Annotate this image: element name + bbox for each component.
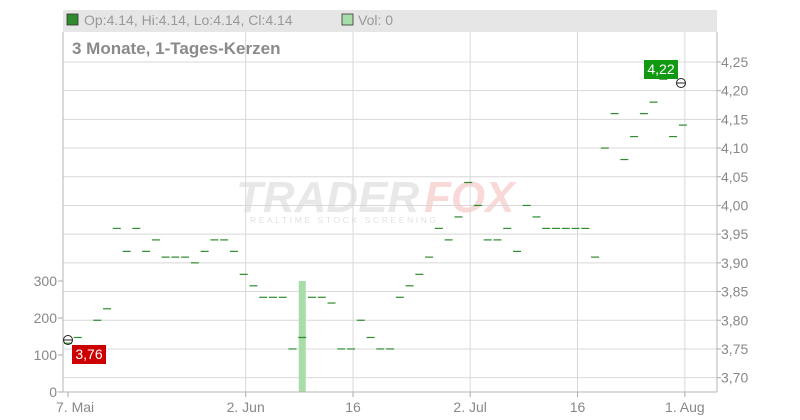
x-tick-label: 2. Jul (453, 399, 486, 415)
low-label: 3,76 (75, 346, 102, 362)
volume-axis: 300 200 100 0 (34, 32, 64, 400)
header-bar (63, 10, 717, 32)
price-tick-label: 3,80 (721, 312, 748, 328)
low-badge (72, 345, 106, 364)
price-tick-label: 3,70 (721, 370, 748, 386)
price-tick-label: 4,05 (721, 169, 748, 185)
price-tick-label: 4,25 (721, 54, 748, 70)
price-tick-label: 4,00 (721, 197, 748, 213)
price-tick-label: 4,20 (721, 83, 748, 99)
volume-legend-swatch (341, 13, 354, 26)
volume-bar (298, 281, 306, 392)
volume-bars (298, 281, 306, 392)
ohlc-legend-swatch (66, 13, 79, 26)
volume-legend-text: Vol: 0 (358, 12, 393, 28)
x-tick-label: 16 (570, 399, 586, 415)
price-axis: 4,25 4,20 4,15 4,10 4,05 4,00 3,95 3,90 3,85 3,80… (716, 32, 748, 392)
price-tick-label: 3,75 (721, 341, 748, 357)
volume-tick-label: 0 (49, 384, 57, 400)
x-axis: 7. Mai 2. Jun 16 2. Jul 16 1. Aug (56, 392, 705, 415)
price-candles (64, 78, 687, 350)
price-tick-label: 4,10 (721, 140, 748, 156)
x-tick-label: 2. Jun (227, 399, 265, 415)
high-marker: 4,22 (644, 60, 686, 88)
price-tick-label: 3,90 (721, 255, 748, 271)
x-tick-label: 16 (345, 399, 361, 415)
chart-subtitle: 3 Monate, 1-Tages-Kerzen (72, 39, 280, 58)
low-circle (63, 335, 73, 345)
volume-tick-label: 200 (34, 310, 58, 326)
high-badge (644, 60, 678, 79)
x-tick-label: 1. Aug (665, 399, 705, 415)
price-tick-label: 4,15 (721, 111, 748, 127)
high-label: 4,22 (647, 61, 674, 77)
price-tick-label: 3,85 (721, 284, 748, 300)
high-circle (676, 78, 686, 88)
watermark-text-trader: TRADER (236, 173, 420, 222)
volume-tick-label: 100 (34, 347, 58, 363)
x-tick-label: 7. Mai (56, 399, 94, 415)
grid-lines (63, 32, 717, 392)
volume-tick-label: 300 (34, 273, 58, 289)
watermark-tagline: REALTIME STOCK SCREENING (250, 215, 439, 225)
traderfox-watermark: TRADER FOX REALTIME STOCK SCREENING (236, 173, 517, 225)
ohlc-legend-text: Op:4.14, Hi:4.14, Lo:4.14, Cl:4.14 (84, 12, 293, 28)
price-tick-label: 3,95 (721, 226, 748, 242)
low-marker: 3,76 (63, 335, 106, 364)
